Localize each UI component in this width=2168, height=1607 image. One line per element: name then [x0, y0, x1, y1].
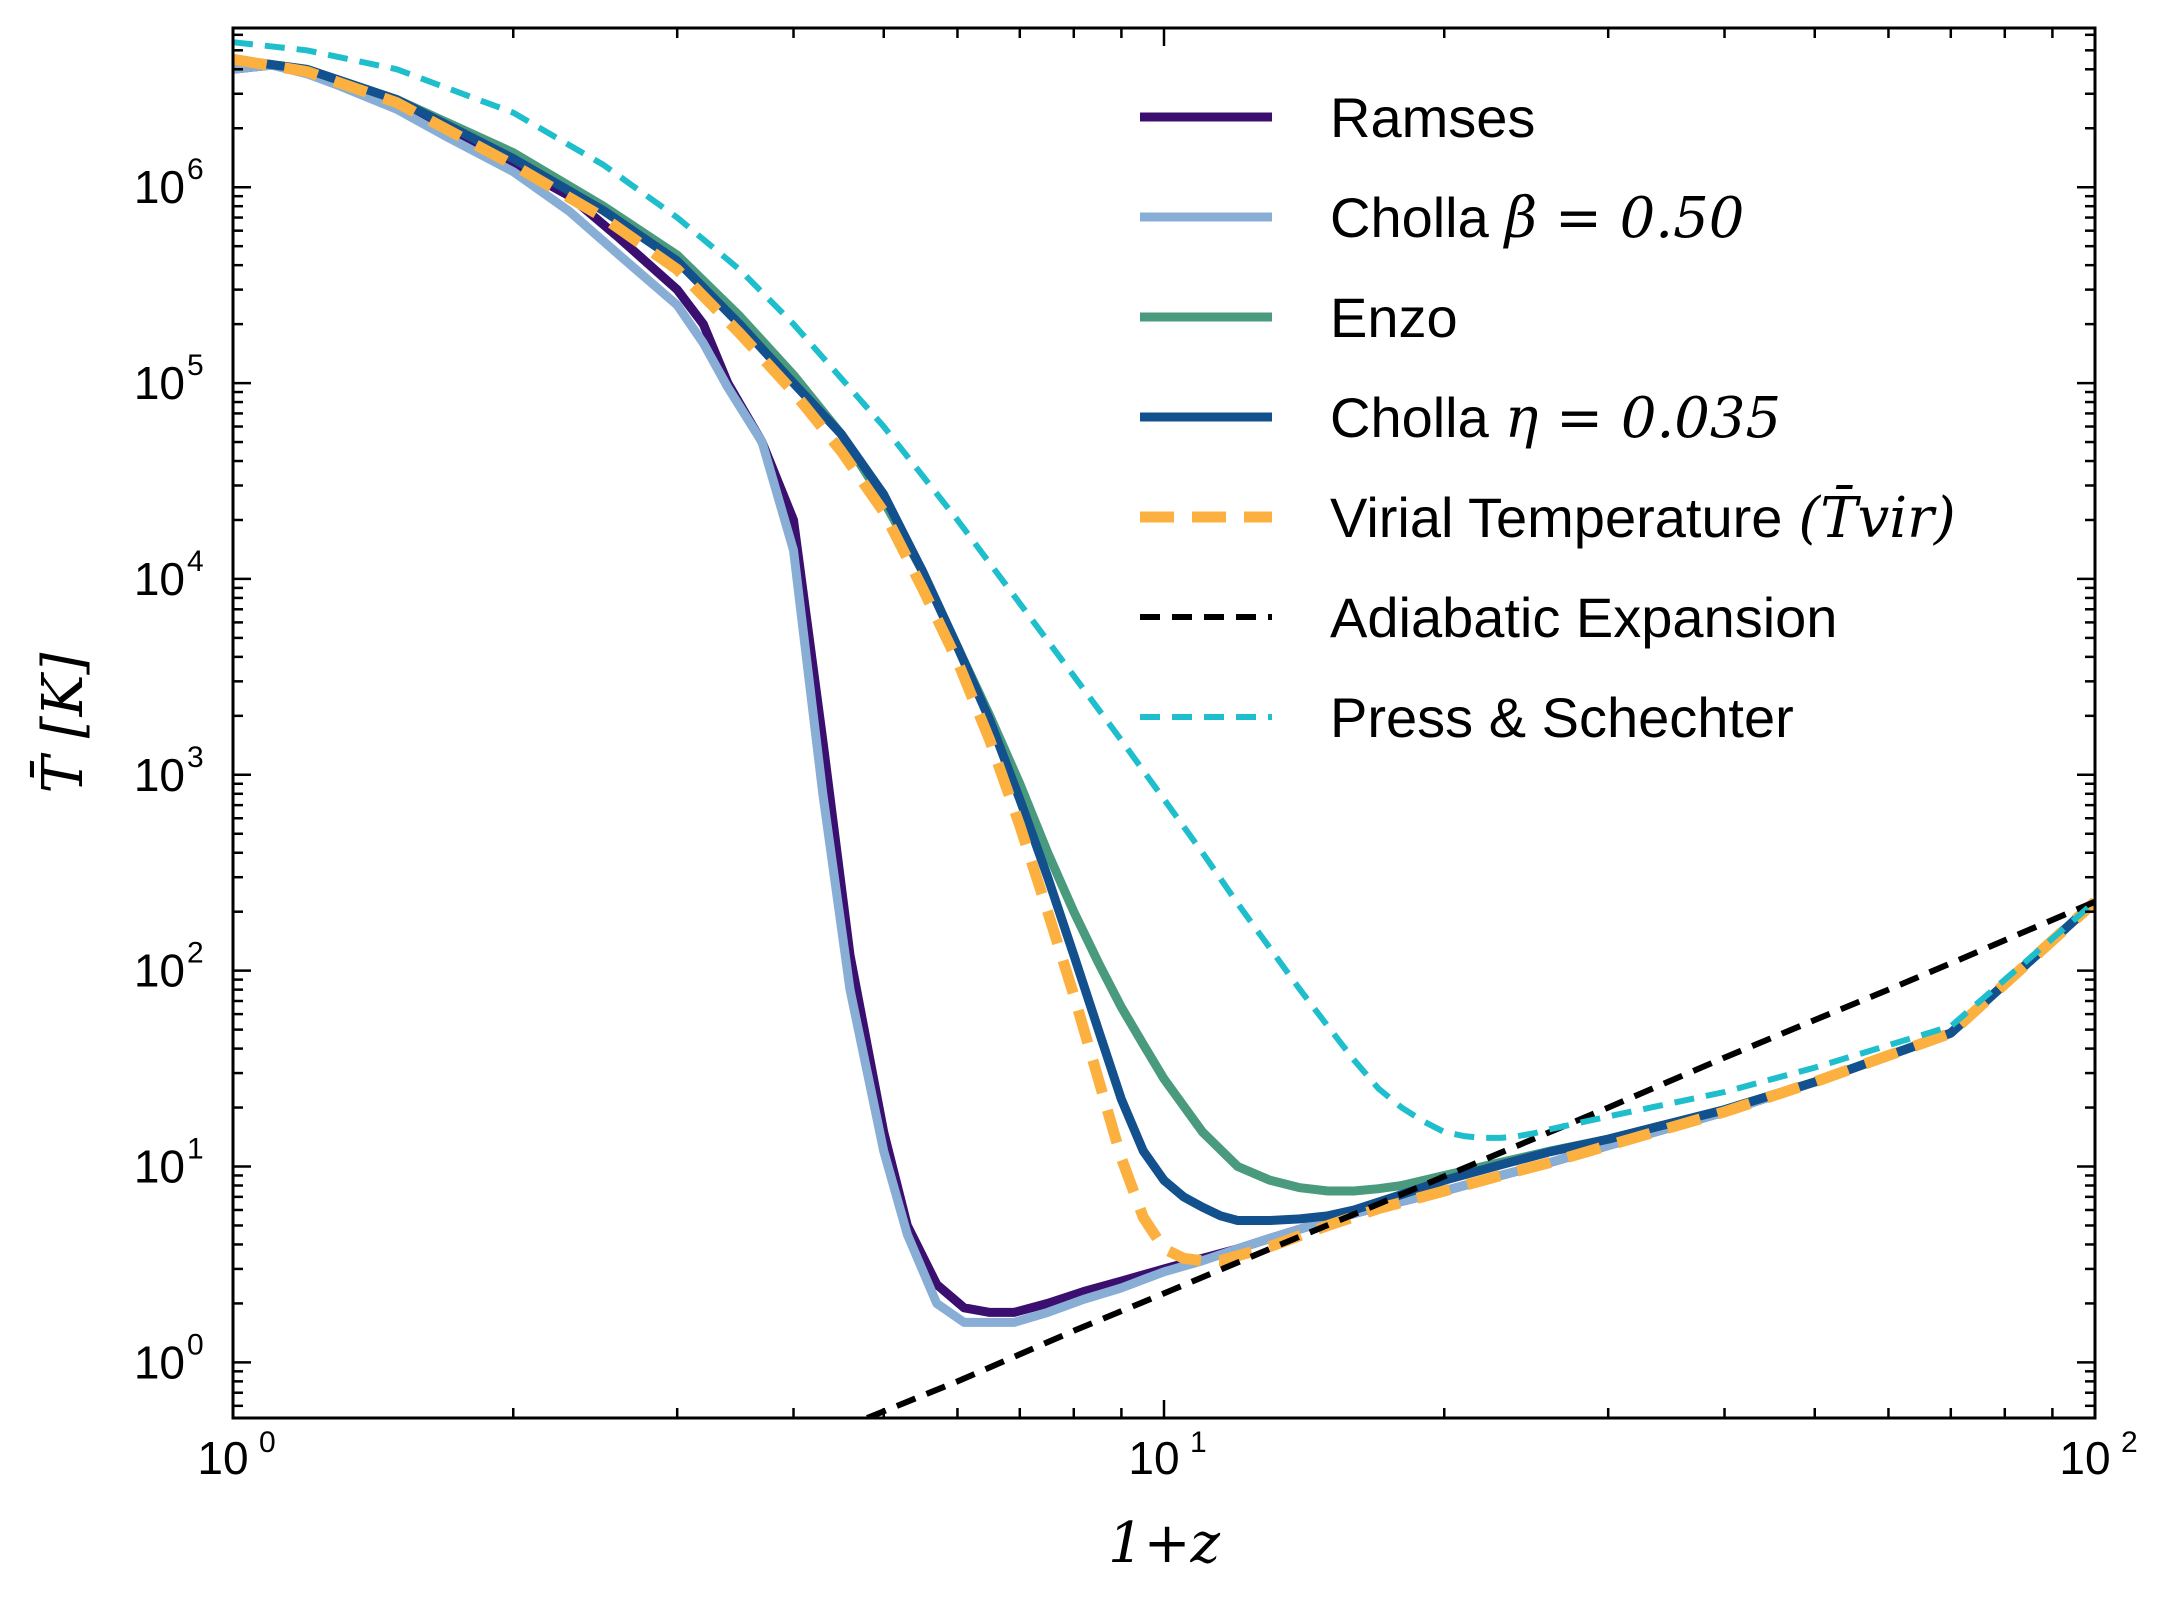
y-tick-label-3: 10: [134, 749, 185, 801]
y-axis-label: T̄ [K]: [29, 653, 96, 794]
legend-label-1: Cholla β = 0.50: [1330, 186, 1744, 251]
x-axis-label: 1+z: [1108, 1511, 1221, 1576]
y-tick-label-6: 10: [134, 161, 185, 213]
y-tick-label-5: 10: [134, 357, 185, 409]
legend-math-3: η = 0.035: [1505, 386, 1781, 451]
series-layer: [233, 39, 2095, 1418]
y-tick-label-0: 10: [134, 1336, 185, 1388]
y-tick-label-exp-5: 5: [187, 349, 204, 382]
series-line-3: [233, 54, 2095, 1225]
legend-label-2: Enzo: [1330, 286, 1458, 349]
x-tick-label-0: 10: [197, 1432, 248, 1484]
x-tick-label-exp-2: 2: [2121, 1426, 2138, 1459]
legend-label-0: Ramses: [1330, 86, 1535, 149]
series-line-5: [866, 898, 2095, 1418]
tick-labels-layer: 10 0 10 1 10 210 010 110 210 310 410 510 6: [134, 153, 2138, 1484]
y-tick-label-4: 10: [134, 553, 185, 605]
y-tick-label-exp-3: 3: [187, 741, 204, 774]
series-line-6: [233, 39, 2095, 1141]
plot-frame: [231, 26, 2097, 1420]
legend-label-6: Press & Schechter: [1330, 686, 1794, 749]
legend-label-4: Virial Temperature (T̄vir): [1330, 484, 1956, 551]
y-tick-label-exp-4: 4: [187, 545, 204, 578]
legend-label-3: Cholla η = 0.035: [1330, 386, 1781, 451]
x-tick-label-1: 10: [1128, 1432, 1179, 1484]
x-tick-label-exp-0: 0: [259, 1426, 276, 1459]
y-tick-label-exp-0: 0: [187, 1328, 204, 1361]
legend-math-4: (T̄vir): [1798, 484, 1955, 551]
x-tick-label-2: 10: [2059, 1432, 2110, 1484]
y-tick-label-exp-2: 2: [187, 937, 204, 970]
legend-label-5: Adiabatic Expansion: [1330, 586, 1837, 649]
ticks-layer: [231, 28, 2097, 1418]
y-tick-label-exp-1: 1: [187, 1133, 204, 1166]
legend: Ramses Cholla β = 0.50 Enzo Cholla η = 0.035 V…: [1140, 86, 1956, 749]
y-tick-label-exp-6: 6: [187, 153, 204, 186]
y-tick-label-2: 10: [134, 945, 185, 997]
x-tick-label-exp-1: 1: [1190, 1426, 1207, 1459]
y-tick-label-1: 10: [134, 1141, 185, 1193]
legend-math-1: β = 0.50: [1503, 186, 1745, 251]
